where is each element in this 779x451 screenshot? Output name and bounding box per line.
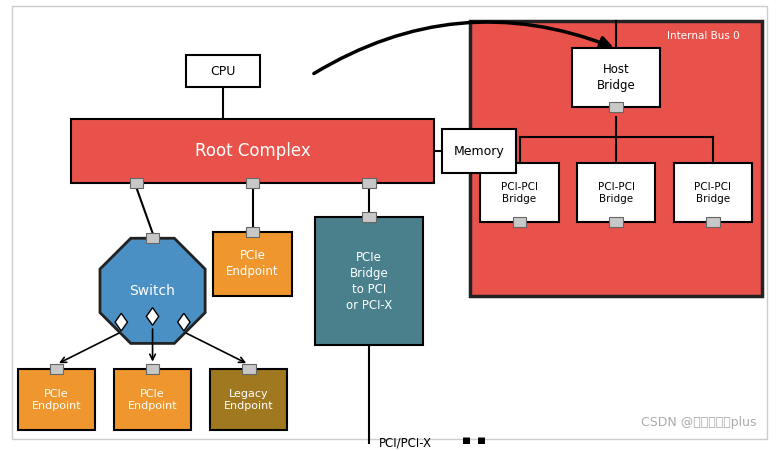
Bar [146,364,160,374]
Text: CSDN @业余程序员plus: CSDN @业余程序员plus [641,416,757,429]
Bar [572,49,661,107]
Bar [213,232,292,296]
Text: Switch: Switch [129,284,175,298]
Bar [245,227,259,237]
Text: PCI-PCI
Bridge: PCI-PCI Bridge [501,181,538,204]
Bar [471,21,762,296]
Bar [241,364,256,374]
Text: PCI-PCI
Bridge: PCI-PCI Bridge [597,181,635,204]
Text: PCIe
Endpoint: PCIe Endpoint [227,249,279,278]
Bar [609,217,623,227]
Text: PCIe
Endpoint: PCIe Endpoint [32,388,81,411]
Polygon shape [115,313,128,331]
Bar [442,129,516,173]
Bar [186,55,260,87]
Bar [146,233,160,243]
Polygon shape [146,308,159,325]
Bar [315,217,423,345]
Text: PCIe
Endpoint: PCIe Endpoint [128,388,178,411]
Bar [674,163,752,222]
Text: Host
Bridge: Host Bridge [597,64,636,92]
Bar [577,163,655,222]
Polygon shape [178,313,190,331]
Bar [50,364,63,374]
Text: Legacy
Endpoint: Legacy Endpoint [224,388,273,411]
Polygon shape [100,238,205,343]
Bar [115,369,191,430]
Bar [481,163,559,222]
Bar [71,119,434,183]
Bar [362,212,375,222]
Bar [609,102,623,112]
Text: CPU: CPU [210,64,236,78]
Bar [210,369,287,430]
Bar [706,217,720,227]
Bar [513,217,527,227]
FancyArrowPatch shape [314,22,610,74]
Text: PCI/PCI-X: PCI/PCI-X [379,437,432,449]
Bar [245,178,259,188]
Bar [18,369,95,430]
Text: Memory: Memory [453,144,504,157]
Bar [362,178,375,188]
Text: PCIe
Bridge
to PCI
or PCI-X: PCIe Bridge to PCI or PCI-X [346,250,392,312]
Text: Root Complex: Root Complex [195,142,311,160]
Bar [129,178,143,188]
Text: PCI-PCI
Bridge: PCI-PCI Bridge [694,181,731,204]
Text: Internal Bus 0: Internal Bus 0 [667,31,739,41]
